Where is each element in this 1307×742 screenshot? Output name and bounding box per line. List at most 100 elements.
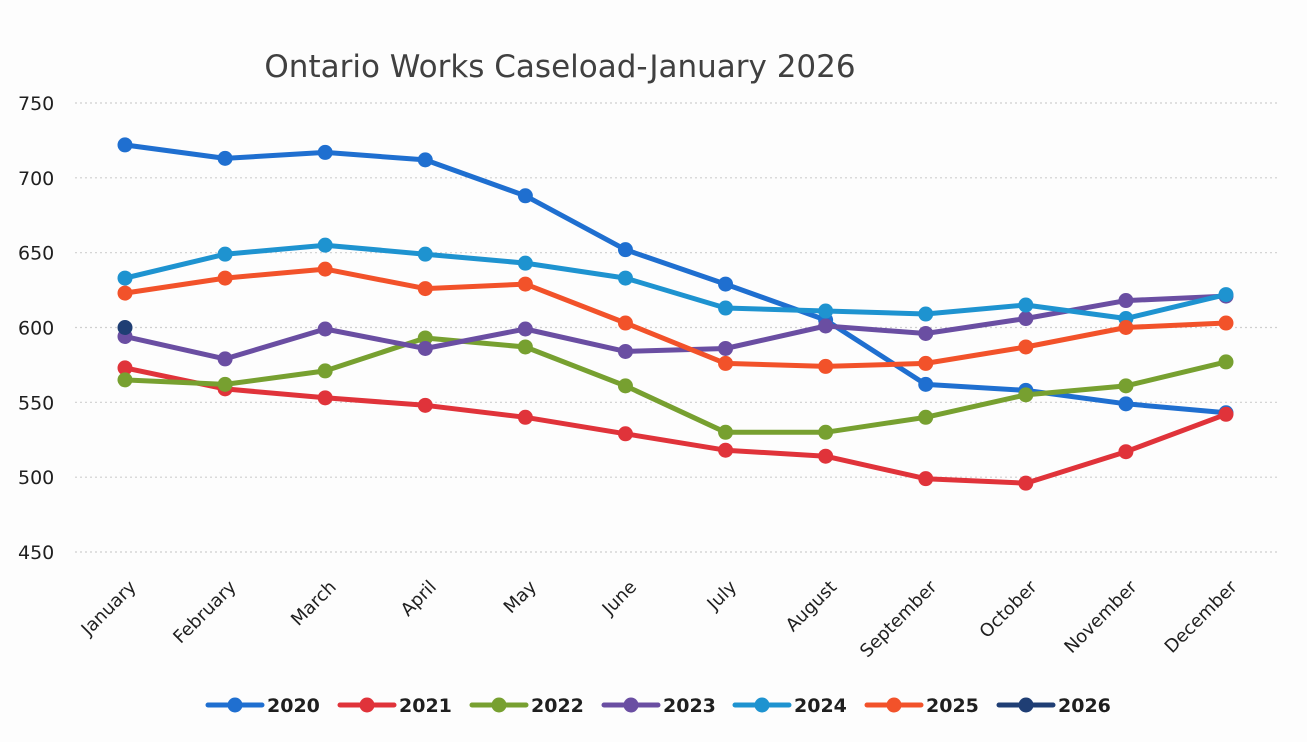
- y-tick-label: 600: [18, 318, 54, 340]
- gridlines: [75, 102, 1278, 553]
- data-point-2022: [1218, 354, 1234, 370]
- data-point-2023: [1018, 311, 1034, 327]
- y-tick-label: 700: [18, 168, 54, 190]
- data-point-2022: [718, 424, 734, 440]
- chart-title: Ontario Works Caseload-January 2026: [264, 49, 855, 85]
- legend-item-2021: 2021: [337, 695, 452, 717]
- data-point-2026: [117, 320, 133, 335]
- x-tick-label: August: [782, 577, 841, 636]
- series-2023: [117, 288, 1234, 367]
- legend-item-2023: 2023: [601, 695, 716, 717]
- series-lines: [117, 137, 1234, 491]
- data-point-2021: [1218, 406, 1234, 422]
- data-point-2022: [1018, 387, 1034, 403]
- series-2025: [117, 261, 1234, 374]
- data-point-2022: [818, 424, 834, 440]
- data-point-2024: [617, 270, 633, 286]
- data-point-2025: [918, 355, 934, 371]
- data-point-2022: [417, 330, 433, 346]
- data-point-2025: [1118, 320, 1134, 335]
- data-point-2023: [1118, 293, 1134, 309]
- y-tick-label: 500: [18, 467, 54, 489]
- data-point-2025: [317, 261, 333, 277]
- series-line-2020: [122, 142, 1229, 416]
- legend: 2020 2021 2022 2023 2024 2025 2026: [205, 695, 1111, 717]
- x-tick-label: July: [703, 576, 742, 615]
- data-point-2023: [818, 318, 834, 334]
- legend-label: 2025: [926, 695, 979, 717]
- legend-item-2024: 2024: [732, 695, 847, 717]
- legend-swatch-marker: [359, 697, 375, 713]
- data-point-2021: [617, 426, 633, 442]
- data-point-2023: [718, 340, 734, 356]
- legend-label: 2020: [267, 695, 320, 717]
- legend-item-2025: 2025: [864, 695, 979, 717]
- data-point-2020: [417, 152, 433, 168]
- x-tick-label: March: [287, 577, 341, 631]
- data-point-2022: [217, 376, 233, 392]
- data-point-2023: [617, 343, 633, 359]
- data-point-2023: [217, 351, 233, 367]
- legend-swatch-marker: [491, 697, 507, 713]
- data-point-2025: [1018, 339, 1034, 355]
- y-axis-ticks: 750 700 650 600 550 500 450: [18, 93, 54, 564]
- data-point-2024: [818, 303, 834, 319]
- data-point-2024: [517, 255, 533, 271]
- data-point-2025: [718, 355, 734, 371]
- data-point-2022: [117, 372, 133, 388]
- data-point-2024: [1218, 287, 1234, 303]
- series-line-2021: [122, 365, 1229, 486]
- data-point-2024: [918, 306, 934, 322]
- y-tick-label: 550: [18, 392, 54, 414]
- data-point-2024: [1018, 297, 1034, 313]
- data-point-2025: [617, 315, 633, 331]
- data-point-2021: [517, 409, 533, 425]
- data-point-2020: [718, 276, 734, 292]
- data-point-2022: [317, 363, 333, 379]
- data-point-2024: [718, 300, 734, 316]
- data-point-2021: [818, 448, 834, 464]
- data-point-2021: [718, 442, 734, 458]
- series-2026: [117, 320, 133, 335]
- data-point-2020: [117, 137, 133, 153]
- legend-label: 2026: [1058, 695, 1111, 717]
- data-point-2025: [1218, 315, 1234, 331]
- data-point-2023: [417, 340, 433, 356]
- data-point-2022: [1118, 378, 1134, 394]
- data-point-2020: [918, 376, 934, 392]
- x-tick-label: May: [500, 576, 541, 617]
- data-point-2023: [517, 321, 533, 337]
- legend-label: 2021: [399, 695, 452, 717]
- data-point-2021: [117, 360, 133, 376]
- data-point-2021: [317, 390, 333, 406]
- x-tick-label: September: [856, 576, 942, 662]
- legend-label: 2023: [663, 695, 716, 717]
- x-tick-label: February: [169, 576, 240, 647]
- data-point-2025: [117, 285, 133, 301]
- legend-item-2020: 2020: [205, 695, 320, 717]
- x-tick-label: June: [598, 577, 641, 620]
- data-point-2020: [1118, 396, 1134, 412]
- data-point-2020: [217, 150, 233, 166]
- legend-item-2022: 2022: [469, 695, 584, 717]
- series-2024: [117, 237, 1234, 327]
- x-tick-label: October: [976, 576, 1042, 642]
- y-tick-label: 650: [18, 243, 54, 265]
- data-point-2023: [317, 321, 333, 337]
- data-point-2021: [918, 471, 934, 487]
- data-point-2021: [1118, 444, 1134, 460]
- series-2022: [117, 330, 1234, 440]
- x-axis-ticks: January February March April May June July Augu…: [77, 576, 1242, 662]
- data-point-2024: [217, 246, 233, 262]
- legend-swatch-marker: [754, 697, 770, 713]
- data-point-2020: [517, 188, 533, 204]
- x-tick-label: April: [397, 577, 441, 621]
- y-tick-label: 450: [18, 542, 54, 564]
- data-point-2021: [417, 397, 433, 413]
- data-point-2022: [517, 339, 533, 355]
- x-tick-label: January: [77, 576, 141, 640]
- legend-swatch-marker: [886, 697, 902, 713]
- data-point-2024: [117, 270, 133, 286]
